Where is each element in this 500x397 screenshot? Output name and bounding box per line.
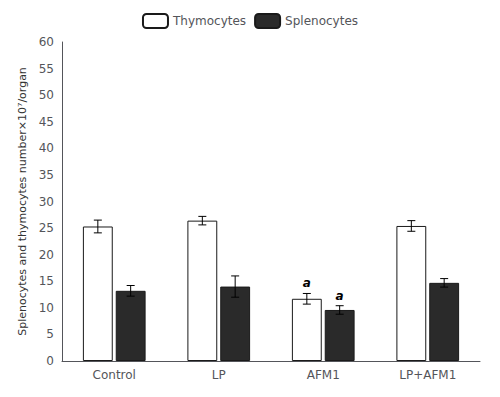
svg-text:LP: LP [212,368,226,382]
svg-text:15: 15 [39,274,54,288]
svg-text:60: 60 [39,35,54,49]
svg-text:45: 45 [39,115,54,129]
svg-text:AFM1: AFM1 [307,368,340,382]
svg-text:10: 10 [39,301,54,315]
svg-text:a: a [303,276,311,290]
svg-text:40: 40 [39,141,54,155]
svg-text:LP+AFM1: LP+AFM1 [399,368,456,382]
svg-text:a: a [336,289,344,303]
svg-text:5: 5 [46,327,54,341]
svg-text:Thymocytes: Thymocytes [172,14,246,28]
svg-text:0: 0 [46,354,54,368]
svg-text:20: 20 [39,248,54,262]
svg-text:55: 55 [39,62,54,76]
svg-text:50: 50 [39,88,54,102]
svg-text:Control: Control [93,368,136,382]
svg-text:35: 35 [39,168,54,182]
svg-text:30: 30 [39,195,54,209]
svg-text:25: 25 [39,221,54,235]
svg-text:Splenocytes and thymocytes num: Splenocytes and thymocytes number×10⁷/or… [16,67,29,336]
svg-text:Splenocytes: Splenocytes [285,14,358,28]
